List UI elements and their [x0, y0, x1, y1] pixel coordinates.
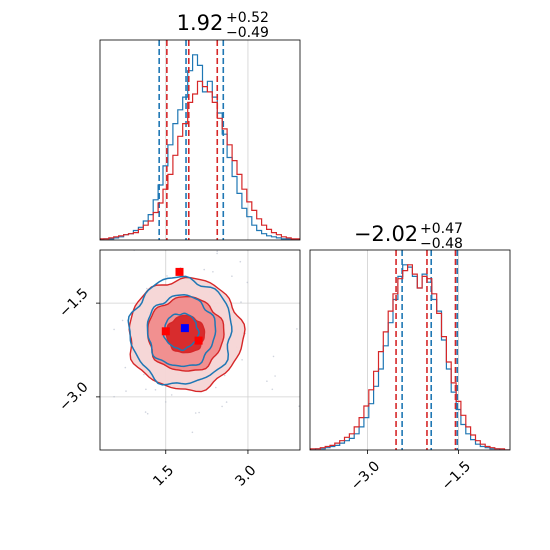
y-tick-label: −3.0	[56, 379, 91, 414]
scatter-sample	[144, 411, 147, 413]
scatter-sample	[194, 412, 197, 414]
scatter-sample	[113, 395, 115, 398]
scatter-sample	[296, 328, 298, 330]
point-marker	[175, 267, 184, 276]
scatter-sample	[199, 248, 201, 250]
scatter-sample	[239, 260, 242, 263]
title-param2-minus: −0.48	[420, 236, 463, 252]
contour-line-series-1	[127, 275, 233, 386]
scatter-sample	[216, 252, 218, 255]
scatter-sample	[125, 390, 127, 392]
histogram-step-series-2	[100, 80, 300, 240]
scatter-sample	[113, 328, 115, 331]
x-tick-label: 3.0	[232, 462, 259, 489]
x-tick-label: −1.5	[439, 458, 474, 493]
panel-hist-param2: −3.0 −1.5 −2.02 +0.47 −0.48	[309, 221, 511, 494]
scatter-sample	[92, 406, 94, 408]
scatter-sample	[279, 245, 281, 247]
scatter-sample	[84, 194, 86, 196]
x-tick-label: 1.5	[150, 462, 177, 489]
scatter-sample	[146, 287, 148, 290]
scatter-sample	[266, 380, 268, 383]
scatter-sample	[221, 405, 223, 408]
scatter-sample	[216, 250, 218, 253]
contour-line-series-1	[146, 294, 217, 368]
scatter-sample	[225, 401, 228, 403]
scatter-sample	[246, 281, 249, 284]
title-param1-minus: −0.49	[226, 25, 269, 41]
point-marker	[180, 324, 189, 333]
x-tick-label: −3.0	[348, 458, 383, 493]
scatter-sample	[274, 375, 276, 377]
scatter-sample	[145, 388, 147, 391]
scatter-sample	[241, 359, 243, 361]
scatter-sample	[231, 275, 233, 278]
scatter-sample	[198, 411, 200, 414]
scatter-sample	[164, 401, 167, 403]
panel-hist-param1: 1.92 +0.52 −0.49	[99, 10, 301, 241]
scatter-sample	[166, 275, 168, 277]
title-param1: 1.92	[177, 11, 224, 35]
histogram-step-series-2	[310, 264, 510, 450]
scatter-sample	[170, 394, 173, 396]
scatter-sample	[241, 246, 243, 248]
scatter-sample	[191, 431, 194, 434]
scatter-sample	[306, 269, 308, 271]
title-param2-plus: +0.47	[420, 221, 463, 237]
axes-frame-param2	[309, 249, 511, 451]
scatter-sample	[240, 301, 242, 303]
histogram-step-series-1	[100, 54, 300, 240]
scatter-sample	[271, 388, 274, 391]
scatter-sample	[227, 235, 229, 237]
axes-frame-param1	[99, 39, 301, 241]
histogram-step-series-1	[310, 264, 510, 450]
scatter-sample	[376, 315, 378, 317]
scatter-sample	[226, 226, 228, 228]
title-param1-plus: +0.52	[226, 10, 269, 26]
scatter-sample	[270, 227, 272, 229]
scatter-sample	[223, 374, 226, 377]
scatter-sample	[92, 252, 94, 254]
scatter-sample	[272, 355, 275, 358]
y-tick-label: −1.5	[56, 285, 91, 320]
scatter-sample	[298, 405, 300, 407]
scatter-sample	[146, 412, 149, 415]
axes-frame-joint	[99, 249, 301, 451]
scatter-sample	[203, 268, 205, 271]
point-marker	[161, 327, 170, 336]
title-param2-value: −2.02	[354, 222, 418, 246]
scatter-sample	[124, 366, 127, 369]
scatter-sample	[154, 389, 157, 391]
point-marker	[194, 336, 203, 345]
scatter-sample	[215, 386, 217, 389]
scatter-sample	[207, 241, 209, 243]
scatter-sample	[121, 319, 124, 322]
title-param2: −2.02	[354, 222, 418, 246]
scatter-sample	[143, 373, 145, 376]
scatter-sample	[212, 271, 214, 273]
title-param1-value: 1.92	[177, 11, 224, 35]
